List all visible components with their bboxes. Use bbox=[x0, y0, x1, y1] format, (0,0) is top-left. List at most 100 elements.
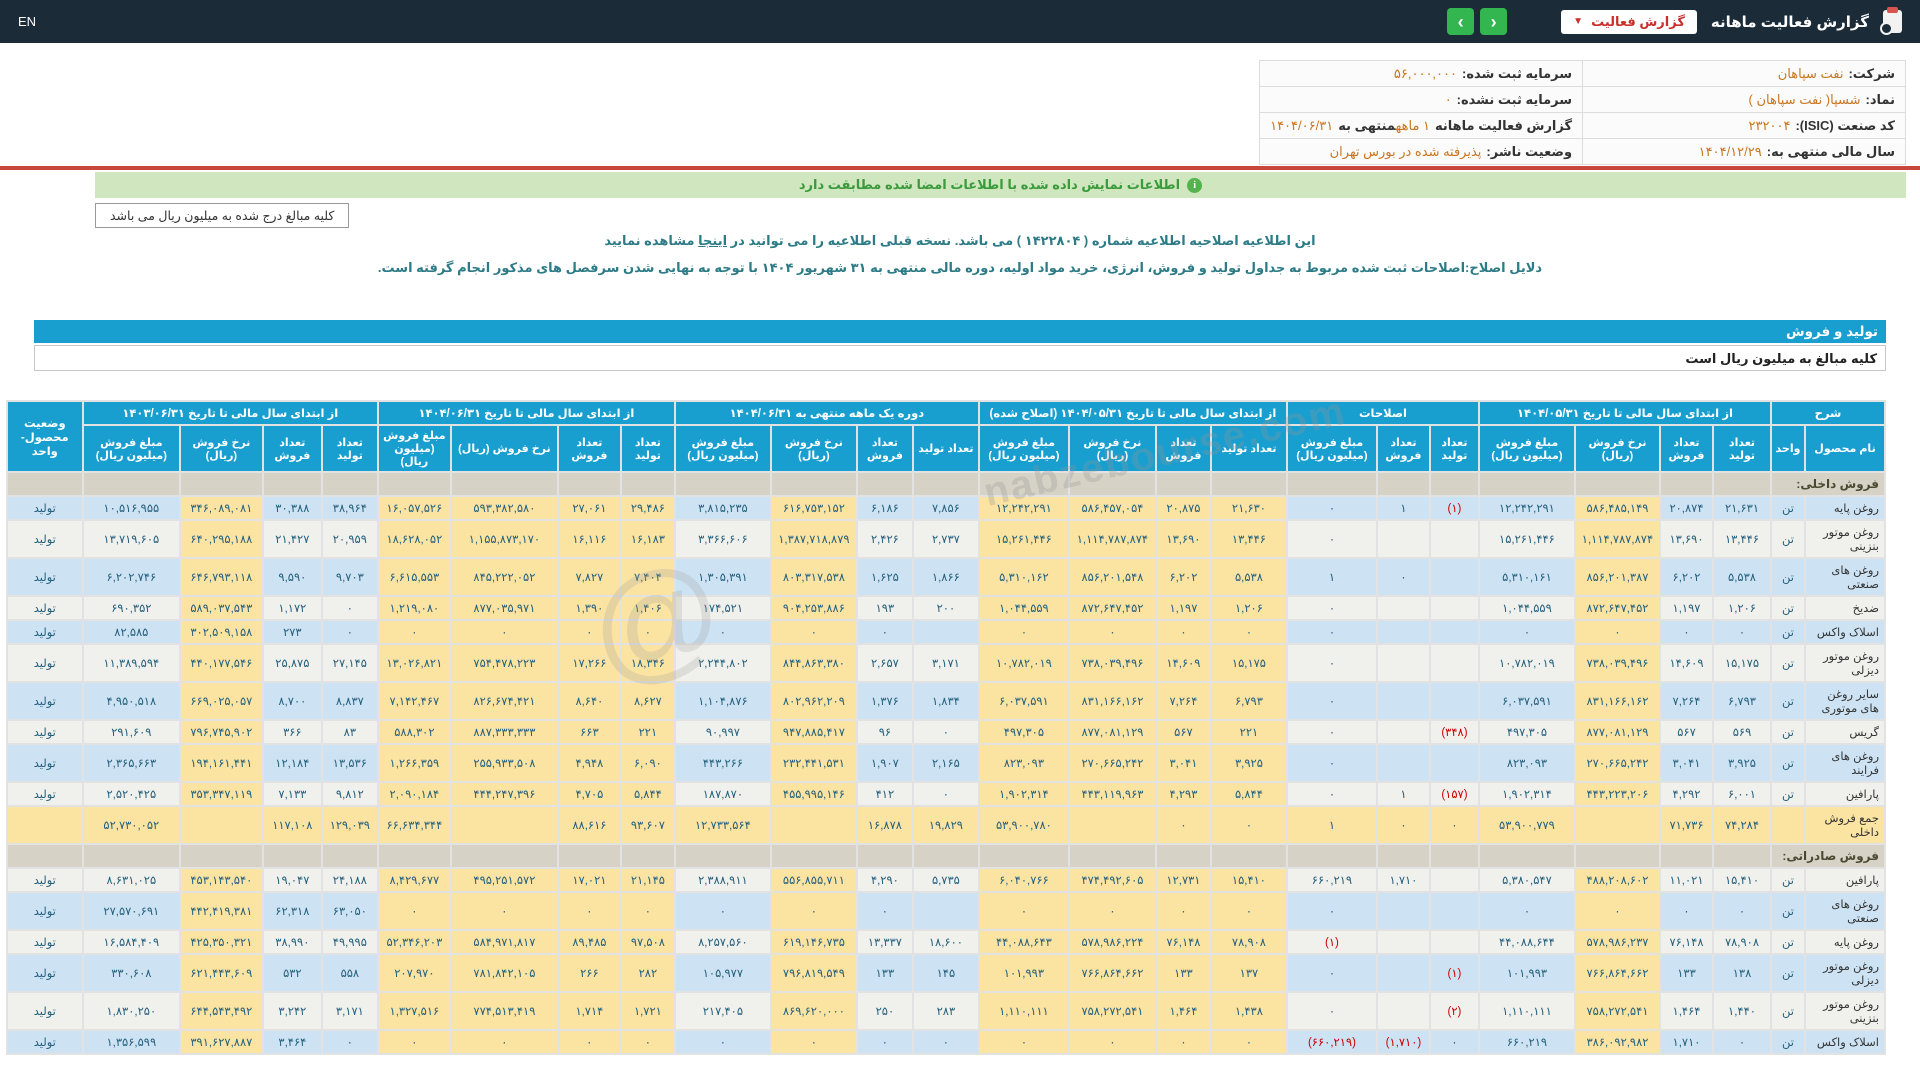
table-cell: ۷,۱۳۳ bbox=[263, 783, 321, 805]
revision-notice-text: این اطلاعیه اصلاحیه اطلاعیه شماره ( ۱۴۲۲… bbox=[730, 233, 1316, 248]
table-cell: ۴۴,۰۸۸,۶۴۴ bbox=[1479, 931, 1574, 953]
table-cell: ۳,۱۷۱ bbox=[913, 645, 978, 681]
table-cell: ۷۳۸,۰۳۹,۴۹۶ bbox=[1575, 645, 1659, 681]
company-info-cell: سرمایه ثبت نشده:۰ bbox=[1259, 86, 1584, 113]
table-cell: ۱۰۱,۹۹۳ bbox=[979, 955, 1068, 991]
table-cell: ۰ bbox=[675, 893, 770, 929]
table-cell: ۶۱۶,۷۵۳,۱۵۲ bbox=[771, 497, 856, 519]
table-cell: تن bbox=[1771, 645, 1804, 681]
section-empty-cell bbox=[979, 845, 1068, 867]
table-cell: ۸۲,۵۸۵ bbox=[83, 621, 179, 643]
company-info-row: شرکت:نفت سپاهان سرمایه ثبت شده:۵۶,۰۰۰,۰۰۰ bbox=[1259, 60, 1906, 87]
previous-version-link[interactable]: اینجا bbox=[698, 233, 728, 248]
table-cell: ۸,۶۲۷ bbox=[621, 683, 674, 719]
table-cell: ۴۹۵,۲۵۱,۵۷۲ bbox=[451, 869, 557, 891]
section-empty-cell bbox=[979, 473, 1068, 495]
table-cell: تن bbox=[1771, 893, 1804, 929]
company-info-body: شرکت:نفت سپاهان سرمایه ثبت شده:۵۶,۰۰۰,۰۰۰… bbox=[1259, 60, 1906, 165]
section-empty-cell bbox=[378, 845, 450, 867]
table-cell: ۱۰۱,۹۹۳ bbox=[1479, 955, 1574, 991]
table-cell: ۲۰,۸۷۵ bbox=[1156, 497, 1210, 519]
table-cell: ۰ bbox=[1430, 807, 1478, 843]
prev-report-button[interactable]: ‹ bbox=[1447, 8, 1475, 35]
table-cell: ۶۹۰,۳۵۲ bbox=[83, 597, 179, 619]
table-cell: ۰ bbox=[1211, 807, 1286, 843]
next-report-button[interactable]: › bbox=[1480, 8, 1508, 35]
table-cell: ۹,۷۰۳ bbox=[322, 559, 377, 595]
table-cell: ۷۵۸,۲۷۲,۵۴۱ bbox=[1069, 993, 1155, 1029]
table-cell: ۰ bbox=[322, 621, 377, 643]
section-empty-cell bbox=[621, 473, 674, 495]
table-cell: ۱,۷۱۰ bbox=[1660, 1031, 1712, 1053]
table-cell: ۵۸۶,۴۸۵,۱۴۹ bbox=[1575, 497, 1659, 519]
table-cell: ۰ bbox=[979, 621, 1068, 643]
table-cell: ۱۳,۵۳۶ bbox=[322, 745, 377, 781]
table-cell: ۱۳,۰۲۶,۸۲۱ bbox=[378, 645, 450, 681]
table-cell: ۳,۴۶۴ bbox=[263, 1031, 321, 1053]
table-cell: (۱۵۷) bbox=[1430, 783, 1478, 805]
table-cell: ۹۷,۵۰۸ bbox=[621, 931, 674, 953]
top-bar: گزارش فعالیت ماهانه گزارش فعالیت ▼ ‹ › E… bbox=[0, 0, 1920, 43]
table-cell: ۱۱,۰۲۱ bbox=[1660, 869, 1712, 891]
table-cell: ۱۱,۳۸۹,۵۹۴ bbox=[83, 645, 179, 681]
table-cell: ۹۰,۹۹۷ bbox=[675, 721, 770, 743]
company-info-cell: نماد:شسپا( نفت سپاهان ) bbox=[1582, 86, 1906, 113]
table-cell: ۱ bbox=[1287, 559, 1376, 595]
table-cell: ۰ bbox=[1287, 893, 1376, 929]
table-cell: ۰ bbox=[1069, 893, 1155, 929]
table-cell: ۱,۴۳۸ bbox=[1211, 993, 1286, 1029]
table-cell: ۱۵,۲۶۱,۴۴۶ bbox=[1479, 521, 1574, 557]
section-empty-cell bbox=[1479, 473, 1574, 495]
table-cell: ۶,۱۸۶ bbox=[857, 497, 912, 519]
company-info-row: کد صنعت (ISIC):۲۳۲۰۰۴ گزارش فعالیت ماهانه… bbox=[1259, 112, 1906, 139]
table-cell: ۲۷,۱۴۵ bbox=[322, 645, 377, 681]
table-row: روغن پایه تن ۲۱,۶۳۱ ۲۰,۸۷۴ ۵۸۶,۴۸۵,۱۴۹ ۱۲,۲۴۲… bbox=[7, 497, 1884, 519]
table-cell: ۲۱,۱۴۵ bbox=[621, 869, 674, 891]
section-empty-cell bbox=[1156, 473, 1210, 495]
product-name-cell: روغن موتور دیزلی bbox=[1806, 955, 1884, 991]
section-empty-cell bbox=[1211, 473, 1286, 495]
table-cell: ۱,۴۴۰ bbox=[1713, 993, 1770, 1029]
table-cell: ۱,۱۵۵,۸۷۳,۱۷۰ bbox=[451, 521, 557, 557]
table-cell: ۰ bbox=[558, 1031, 620, 1053]
column-header: مبلغ فروش (میلیون ریال) bbox=[979, 426, 1068, 471]
table-cell: ۲۰,۹۵۹ bbox=[322, 521, 377, 557]
language-switch-en[interactable]: EN bbox=[18, 14, 37, 29]
product-name-cell: روغن های صنعتی bbox=[1806, 559, 1884, 595]
column-header: مبلغ فروش (میلیون ریال) bbox=[1287, 426, 1376, 471]
table-cell: ۱ bbox=[1287, 807, 1376, 843]
status-cell: تولید bbox=[7, 497, 82, 519]
table-cell: ۳۳۰,۶۰۸ bbox=[83, 955, 179, 991]
report-type-dropdown[interactable]: گزارش فعالیت ▼ bbox=[1561, 9, 1697, 34]
table-cell: ۳,۳۶۶,۶۰۶ bbox=[675, 521, 770, 557]
table-cell: ۱۵,۱۷۵ bbox=[1713, 645, 1770, 681]
product-name-cell: روغن موتور بنزینی bbox=[1806, 993, 1884, 1029]
table-cell: ۴۷۴,۴۹۲,۶۰۵ bbox=[1069, 869, 1155, 891]
table-cell: ۵,۳۱۰,۱۶۲ bbox=[979, 559, 1068, 595]
table-cell: (۱) bbox=[1287, 931, 1376, 953]
section-empty-cell bbox=[857, 473, 912, 495]
table-cell: ۵۹۳,۳۸۲,۵۸۰ bbox=[451, 497, 557, 519]
column-group-header: از ابتدای سال مالی تا تاریخ ۱۴۰۳/۰۶/۳۱ bbox=[83, 402, 377, 424]
table-cell: ۳۶۶ bbox=[263, 721, 321, 743]
table-cell: ۰ bbox=[1156, 893, 1210, 929]
table-cell: ۱,۲۰۶ bbox=[1713, 597, 1770, 619]
section-empty-cell bbox=[913, 845, 978, 867]
table-cell: ۱۵,۲۶۱,۴۴۶ bbox=[979, 521, 1068, 557]
section-empty-cell bbox=[378, 473, 450, 495]
table-cell: ۱,۳۵۶,۵۹۹ bbox=[83, 1031, 179, 1053]
table-cell: ۵,۸۴۴ bbox=[1211, 783, 1286, 805]
table-cell: ۱,۱۱۰,۱۱۱ bbox=[1479, 993, 1574, 1029]
table-cell: ۱۱۷,۱۰۸ bbox=[263, 807, 321, 843]
table-cell: ۱۳,۶۹۰ bbox=[1156, 521, 1210, 557]
table-cell: ۴۴۲,۴۱۹,۳۸۱ bbox=[180, 893, 262, 929]
table-cell: ۰ bbox=[558, 621, 620, 643]
table-cell bbox=[1377, 931, 1429, 953]
table-cell: ۷,۸۵۶ bbox=[913, 497, 978, 519]
section-empty-cell bbox=[1575, 845, 1659, 867]
table-cell: ۷۶۶,۸۶۴,۶۶۲ bbox=[1069, 955, 1155, 991]
status-cell: تولید bbox=[7, 745, 82, 781]
table-cell: ۳,۹۲۵ bbox=[1211, 745, 1286, 781]
table-cell: ۱۲,۱۸۴ bbox=[263, 745, 321, 781]
table-cell: ۳۸,۹۶۴ bbox=[322, 497, 377, 519]
